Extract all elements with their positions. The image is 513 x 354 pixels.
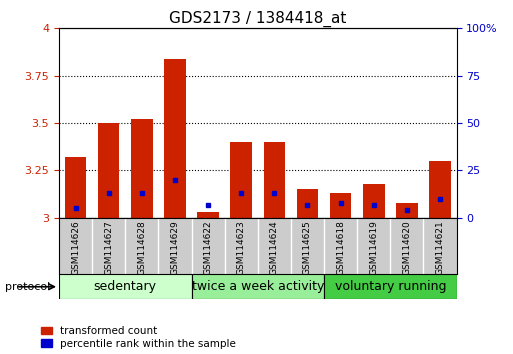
Text: sedentary: sedentary	[94, 280, 157, 293]
Bar	[330, 193, 351, 218]
Bar	[363, 184, 385, 218]
Text: GSM114629: GSM114629	[170, 221, 180, 275]
Bar	[191, 274, 324, 299]
Text: GSM114623: GSM114623	[236, 221, 246, 275]
Bar	[297, 189, 318, 218]
Bar	[65, 157, 86, 218]
Bar	[324, 274, 457, 299]
Text: GSM114619: GSM114619	[369, 221, 378, 275]
Text: GSM114628: GSM114628	[137, 221, 146, 275]
Bar	[198, 212, 219, 218]
Bar	[98, 123, 120, 218]
Bar	[230, 142, 252, 218]
Text: protocol: protocol	[5, 282, 50, 292]
Text: GSM114618: GSM114618	[336, 221, 345, 275]
Text: GSM114627: GSM114627	[104, 221, 113, 275]
Bar	[264, 142, 285, 218]
Title: GDS2173 / 1384418_at: GDS2173 / 1384418_at	[169, 11, 346, 27]
Bar	[59, 274, 191, 299]
Text: twice a week activity: twice a week activity	[191, 280, 324, 293]
Bar	[164, 59, 186, 218]
Bar	[429, 161, 451, 218]
Text: GSM114625: GSM114625	[303, 221, 312, 275]
Legend: transformed count, percentile rank within the sample: transformed count, percentile rank withi…	[41, 326, 236, 349]
Text: voluntary running: voluntary running	[334, 280, 446, 293]
Bar	[396, 202, 418, 218]
Text: GSM114621: GSM114621	[436, 221, 444, 275]
Text: GSM114622: GSM114622	[204, 221, 212, 275]
Text: GSM114626: GSM114626	[71, 221, 80, 275]
Text: GSM114620: GSM114620	[402, 221, 411, 275]
Text: GSM114624: GSM114624	[270, 221, 279, 275]
Bar	[131, 119, 152, 218]
